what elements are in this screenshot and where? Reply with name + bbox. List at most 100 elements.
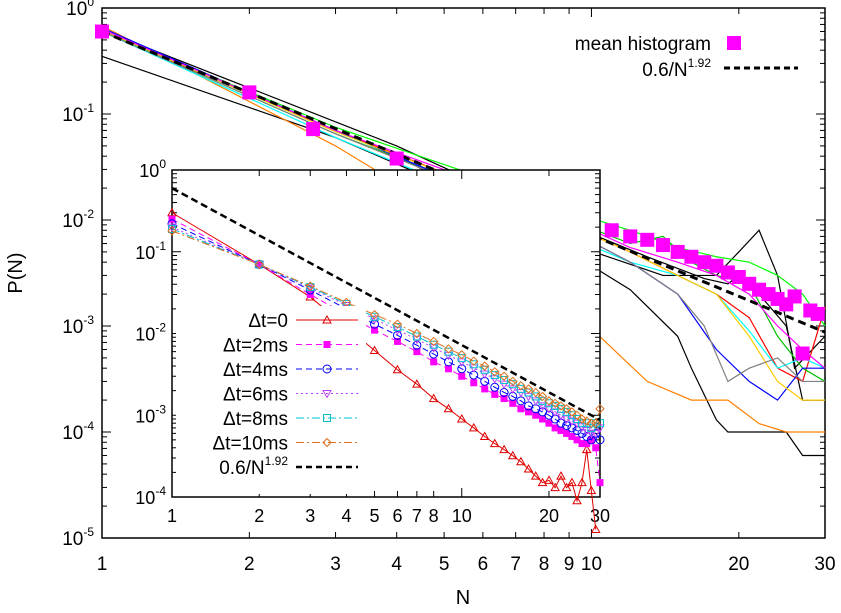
mean-histogram-point: [720, 265, 735, 280]
inset-point-5: [567, 407, 577, 417]
inset-point-1: [592, 444, 600, 452]
inset-point-0: [586, 485, 597, 495]
inset-point-2: [412, 340, 422, 350]
inset-legend-marker-0: [322, 314, 332, 324]
inset-point-0: [428, 393, 439, 403]
inset-point-0: [537, 477, 548, 487]
inset-point-2: [586, 435, 596, 445]
inset-point-2: [443, 357, 453, 367]
main-x-axis-label: N: [456, 587, 470, 609]
inset-point-1: [509, 399, 517, 407]
inset-point-5: [561, 404, 572, 414]
main-y-tick-label: 100: [66, 0, 94, 20]
inset-point-0: [581, 444, 592, 454]
inset-point-2: [562, 420, 572, 430]
inset-y-tick-label: 10-3: [135, 402, 166, 426]
inset-x-tick-labels: 1 2 3 4 5 6 7 8 10 20 30: [167, 506, 610, 526]
main-legend: mean histogram 0.6/N1.92: [520, 26, 798, 81]
inset-x-tick-label: 8: [429, 506, 439, 526]
inset-y-tick-label: 100: [139, 157, 166, 181]
inset-point-5: [572, 410, 582, 420]
inset-point-1: [413, 348, 421, 356]
inset-point-5: [556, 401, 566, 411]
main-x-tick-label: 3: [330, 554, 341, 575]
main-x-tick-label: 5: [439, 554, 450, 575]
mean-histogram-point: [787, 289, 802, 304]
mean-histogram-point: [640, 232, 655, 247]
mean-histogram-point: [709, 258, 724, 273]
inset-point-4: [551, 401, 560, 410]
main-x-tick-label: 8: [539, 554, 550, 575]
inset-legend-label-4: Δt=8ms: [223, 409, 288, 430]
inset-legend-marker-2: [322, 364, 332, 374]
inset-point-2: [567, 423, 577, 433]
inset-point-1: [557, 427, 565, 435]
inset-point-4: [587, 423, 596, 432]
inset-point-5: [428, 336, 439, 347]
inset-point-3: [499, 380, 509, 390]
mean-histogram-point: [670, 244, 685, 259]
inset-point-4: [469, 360, 478, 369]
inset-point-1: [255, 260, 263, 268]
inset-point-0: [507, 450, 518, 460]
inset-y-tick-label: 10-2: [135, 321, 166, 345]
inset-point-1: [545, 419, 553, 427]
main-x-tick-label: 7: [510, 554, 521, 575]
inset-point-0: [499, 444, 509, 454]
inset-point-5: [508, 376, 518, 387]
inset-legend-label-3: Δt=6ms: [223, 385, 288, 406]
main-y-tick-label: 10-4: [62, 419, 94, 444]
inset-x-tick-label: 10: [452, 506, 472, 526]
main-x-tick-label: 6: [478, 554, 489, 575]
inset-point-0: [550, 482, 560, 492]
inset-x-tick-label: 4: [341, 506, 351, 526]
mean-histogram-point: [795, 346, 810, 361]
inset-point-1: [551, 424, 559, 432]
inset-legend-label-6: 0.6/N1.92: [219, 454, 288, 479]
mean-histogram-point: [95, 24, 109, 39]
legend-mean-marker: [727, 36, 741, 50]
inset-point-2: [392, 330, 402, 340]
main-x-tick-label: 4: [391, 554, 402, 575]
inset-legend-label-1: Δt=2ms: [223, 336, 288, 357]
inset-point-1: [458, 372, 466, 380]
inset-point-0: [572, 495, 582, 505]
inset-point-1: [539, 415, 547, 423]
main-x-tick-label: 2: [244, 554, 255, 575]
inset-point-5: [516, 380, 526, 391]
inset-point-5: [531, 387, 541, 398]
inset-legend-label-0: Δt=0: [248, 311, 288, 332]
inset-point-0: [544, 475, 554, 484]
inset-legend-marker-4: [323, 414, 331, 422]
inset-point-0: [468, 422, 479, 432]
inset-point-5: [490, 367, 500, 377]
main-x-tick-label: 30: [814, 554, 835, 575]
inset-point-0: [556, 471, 566, 480]
inset-point-1: [563, 429, 571, 437]
inset-point-5: [537, 391, 548, 402]
inset-point-4: [500, 375, 509, 384]
inset-point-0: [590, 524, 601, 534]
inset-point-4: [393, 323, 402, 332]
inset-point-5: [443, 344, 454, 354]
inset-x-tick-label: 6: [392, 506, 402, 526]
inset-point-4: [508, 380, 517, 389]
inset-point-1: [500, 395, 508, 403]
inset-x-tick-label: 1: [167, 506, 177, 526]
inset-y-tick-label: 10-1: [135, 239, 166, 263]
inset-point-1: [573, 436, 581, 444]
inset-point-1: [596, 479, 604, 487]
inset-point-0: [479, 431, 490, 440]
inset-point-5: [499, 371, 509, 381]
inset-point-3: [595, 424, 605, 433]
inset-point-3: [369, 315, 380, 325]
inset-legend: Δt=0 Δt=2ms Δt=4ms Δt=6ms Δt=8ms Δt=10ms0.6/N…: [176, 306, 366, 494]
mean-histogram-point: [697, 255, 712, 270]
inset-point-4: [444, 347, 453, 356]
main-sample-line-13: [101, 28, 826, 369]
inset-point-1: [568, 432, 576, 440]
inset-point-0: [456, 413, 467, 423]
inset-point-1: [532, 411, 540, 419]
legend-entry-fit: 0.6/N1.92: [642, 56, 711, 81]
